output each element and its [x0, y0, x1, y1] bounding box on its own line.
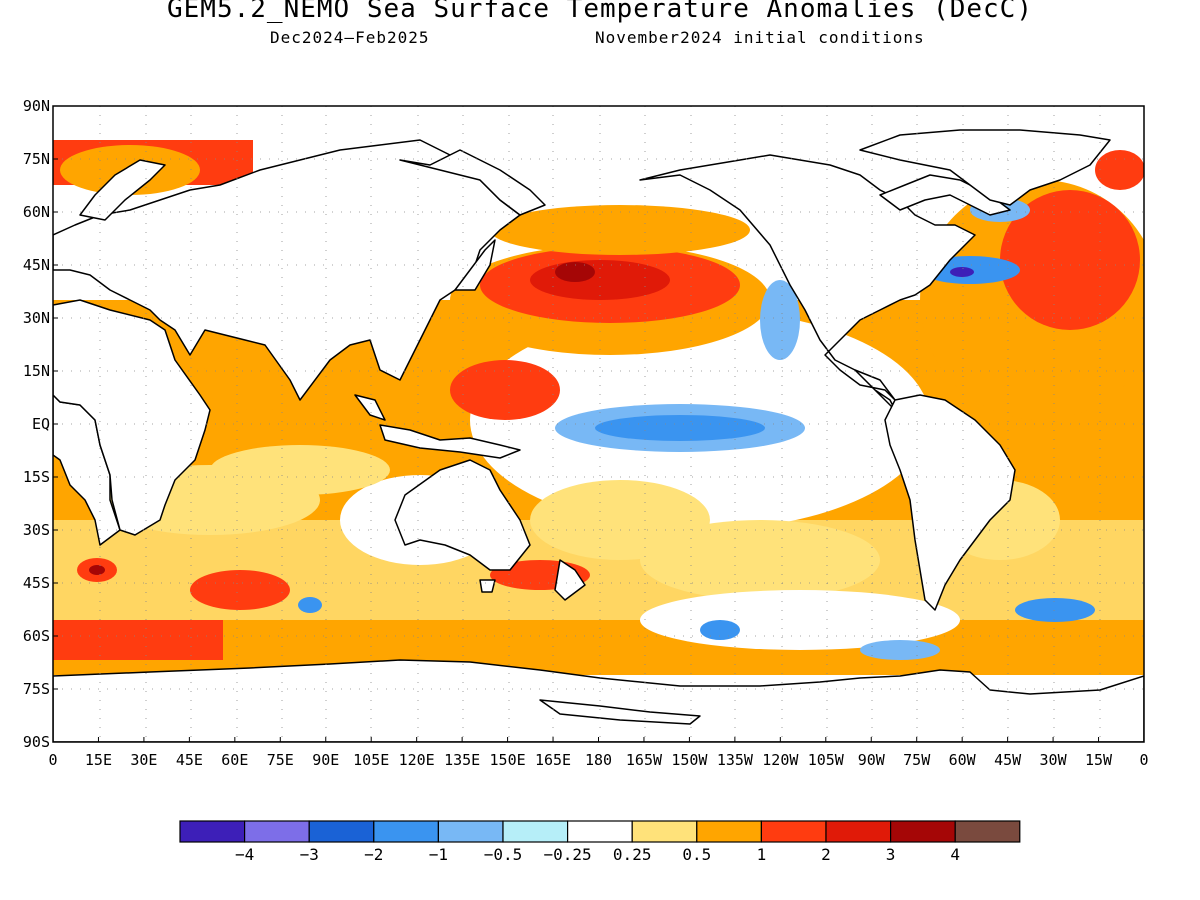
lon-label: 90W: [858, 751, 886, 769]
graticule: [53, 106, 1144, 742]
map-title: GEM5.2_NEMO Sea Surface Temperature Anom…: [167, 0, 1033, 24]
colorbar-label: 0.25: [613, 845, 652, 864]
lon-label: 45E: [176, 751, 203, 769]
colorbar-swatch: [179, 820, 246, 843]
initial-conditions: November2024 initial conditions: [595, 28, 925, 47]
lon-label: 120W: [762, 751, 799, 769]
lat-label: 90N: [23, 97, 50, 115]
lat-label: 75N: [23, 150, 50, 168]
axis-ticks: [52, 105, 1145, 743]
colorbar-swatch: [244, 820, 310, 843]
colorbar-swatch: [889, 820, 956, 843]
lat-label: 45S: [23, 574, 50, 592]
colorbar-swatch: [437, 820, 504, 843]
lon-label: 180: [585, 751, 612, 769]
lon-label: 165E: [535, 751, 571, 769]
lon-label: 150W: [671, 751, 708, 769]
colorbar-label: 2: [821, 845, 831, 864]
lat-label: 30N: [23, 309, 50, 327]
colorbar-swatch: [631, 820, 698, 843]
lon-label: 105W: [808, 751, 845, 769]
lat-label: 30S: [23, 521, 50, 539]
colorbar-label: 1: [757, 845, 767, 864]
colorbar-swatch: [760, 820, 827, 843]
colorbar-label: −4: [235, 845, 254, 864]
forecast-period: Dec2024—Feb2025: [270, 28, 430, 47]
lon-label: 75E: [267, 751, 294, 769]
colorbar-swatch: [696, 820, 762, 843]
colorbar-swatch: [502, 820, 569, 843]
colorbar-label: 4: [950, 845, 960, 864]
lat-label: 75S: [23, 680, 50, 698]
lon-label: 150E: [490, 751, 526, 769]
colorbar-swatch: [373, 820, 439, 843]
lon-label: 0: [48, 751, 57, 769]
lon-label: 60E: [221, 751, 248, 769]
lat-label: 15N: [23, 362, 50, 380]
colorbar-swatch: [566, 820, 633, 843]
lon-label: 75W: [903, 751, 931, 769]
colorbar-label: −0.5: [484, 845, 523, 864]
colorbar-swatch: [308, 820, 375, 843]
colorbar-swatch: [954, 820, 1021, 843]
lon-label: 60W: [949, 751, 977, 769]
lon-label: 45W: [994, 751, 1022, 769]
lat-label: 45N: [23, 256, 50, 274]
lon-label: 15W: [1085, 751, 1113, 769]
colorbar-label: −3: [300, 845, 319, 864]
continents: [53, 129, 1144, 742]
lon-label: 105E: [353, 751, 389, 769]
lon-label: 30E: [130, 751, 157, 769]
lon-label: 15E: [85, 751, 112, 769]
lat-label: 90S: [23, 733, 50, 751]
colorbar-label: −0.25: [544, 845, 592, 864]
lon-label: 135E: [444, 751, 480, 769]
lon-label: 90E: [312, 751, 339, 769]
lon-label: 165W: [626, 751, 663, 769]
longitude-labels: 0 15E 30E 45E 60E 75E 90E 105E 120E 135E 150E 165E 1…: [48, 751, 1148, 769]
lat-label: 15S: [23, 468, 50, 486]
lon-label: 30W: [1040, 751, 1068, 769]
lon-label: 120E: [399, 751, 435, 769]
colorbar-label: 0.5: [682, 845, 711, 864]
latitude-labels: 90N 75N 60N 45N 30N 15N EQ 15S 30S 45S 60S 75S 90S: [23, 97, 50, 751]
colorbar-label: −2: [364, 845, 383, 864]
lon-label: 135W: [717, 751, 754, 769]
colorbar-label: −1: [429, 845, 448, 864]
colorbar: [179, 820, 1021, 843]
lat-label: 60S: [23, 627, 50, 645]
lat-label: 60N: [23, 203, 50, 221]
colorbar-label: 3: [886, 845, 896, 864]
colorbar-swatch: [825, 820, 892, 843]
colorbar-labels: −4 −3 −2 −1 −0.5 −0.25 0.25 0.5 1 2 3 4: [235, 845, 960, 864]
lon-label: 0: [1139, 751, 1148, 769]
lat-label: EQ: [32, 415, 50, 433]
